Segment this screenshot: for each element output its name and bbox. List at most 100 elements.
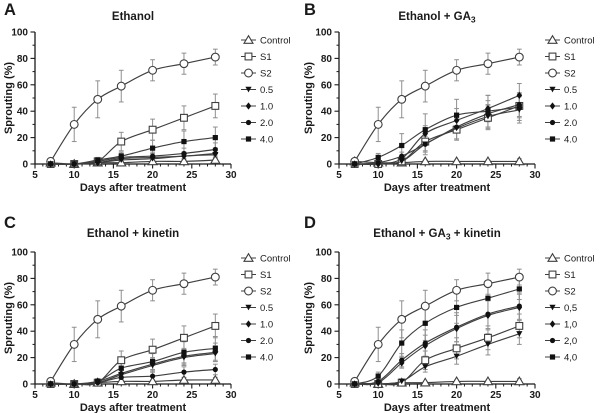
circle-open-marker-icon xyxy=(116,81,126,91)
panel-title: Ethanol + GA3 xyxy=(398,11,476,25)
square-open-marker-icon xyxy=(421,356,430,365)
square-open-marker-icon xyxy=(484,333,492,342)
y-tick-label: 80 xyxy=(321,54,333,65)
legend-label: Control xyxy=(260,253,291,264)
legend-item-Control: Control xyxy=(545,252,595,264)
triangle-open-marker-icon xyxy=(513,155,525,166)
square-open-marker-icon xyxy=(548,52,557,61)
legend-label: 0,5 xyxy=(564,303,577,314)
legend-label: S2 xyxy=(260,286,272,297)
legend-item-Control: Control xyxy=(241,252,291,264)
square-filled-marker-icon xyxy=(181,138,187,145)
series-S2 xyxy=(46,52,220,166)
x-tick-label: 5 xyxy=(336,390,342,401)
diamond-filled-marker-icon xyxy=(549,320,556,328)
x-tick-label: 5 xyxy=(32,170,38,181)
legend-item-1.0: 1.0 xyxy=(241,101,273,112)
circle-open-marker-icon xyxy=(452,65,462,75)
triangle-open-marker-icon xyxy=(178,374,190,384)
circle-filled-marker-icon xyxy=(422,340,428,346)
y-tick-label: 20 xyxy=(17,353,29,364)
circle-open-marker-icon xyxy=(548,286,557,296)
legend-label: 4.0 xyxy=(260,134,273,145)
x-tick-label: 30 xyxy=(225,390,237,401)
square-filled-marker-icon xyxy=(118,153,124,159)
legend-item-S2: S2 xyxy=(241,68,272,79)
triangle-open-marker-icon xyxy=(482,375,494,386)
panel-letter: B xyxy=(304,1,316,19)
triangle-open-marker-icon xyxy=(243,252,254,262)
x-tick-label: 20 xyxy=(147,170,159,181)
legend-label: 1.0 xyxy=(260,319,273,330)
triangle-open-marker-icon xyxy=(209,154,221,164)
legend-label: 2.0 xyxy=(260,336,273,347)
x-tick-label: 20 xyxy=(147,390,159,401)
circle-open-marker-icon xyxy=(93,94,103,104)
circle-open-marker-icon xyxy=(373,119,383,129)
legend: Control S1 S2 0,5 1,0 2,0 4,0 xyxy=(545,252,595,363)
triangle-open-marker-icon xyxy=(243,34,254,44)
x-tick-label: 15 xyxy=(108,390,120,401)
diamond-filled-marker-icon xyxy=(485,104,491,113)
legend-label: S1 xyxy=(564,270,576,281)
legend-label: 1,0 xyxy=(564,319,577,330)
diamond-filled-marker-icon xyxy=(453,116,460,125)
square-filled-marker-icon xyxy=(71,381,77,387)
y-tick-label: 60 xyxy=(321,80,333,91)
y-tick-label: 100 xyxy=(315,248,332,259)
circle-filled-marker-icon xyxy=(150,153,156,159)
square-filled-marker-icon xyxy=(150,358,156,365)
error-bars xyxy=(48,268,218,386)
square-open-marker-icon xyxy=(211,321,220,330)
square-open-marker-icon xyxy=(452,344,461,353)
triangle-open-marker-icon xyxy=(451,155,463,166)
legend-item-4.0: 4.0 xyxy=(545,134,577,145)
square-filled-marker-icon xyxy=(245,354,252,360)
circle-open-marker-icon xyxy=(514,272,524,282)
triangle-down-filled-marker-icon xyxy=(398,378,405,385)
square-filled-marker-icon xyxy=(549,354,556,360)
circle-filled-marker-icon xyxy=(212,146,218,153)
square-filled-marker-icon xyxy=(516,286,522,292)
legend: Control S1 S2 0.5 1.0 2.0 4.0 xyxy=(241,34,291,145)
square-open-marker-icon xyxy=(117,356,126,365)
triangle-down-filled-marker-icon xyxy=(549,304,556,311)
legend-label: S2 xyxy=(260,68,272,79)
circle-open-marker-icon xyxy=(420,301,430,311)
x-axis-label: Days after treatment xyxy=(384,182,491,194)
y-tick-label: 80 xyxy=(321,274,333,285)
triangle-open-marker-icon xyxy=(209,374,221,384)
square-open-marker-icon xyxy=(515,321,524,330)
legend-item-1.0: 1.0 xyxy=(545,101,577,112)
x-axis-label: Days after treatment xyxy=(384,402,491,413)
circle-filled-marker-icon xyxy=(375,378,381,384)
y-tick-label: 100 xyxy=(11,28,28,39)
y-tick-label: 20 xyxy=(321,133,333,144)
circle-open-marker-icon xyxy=(373,339,383,349)
circle-open-marker-icon xyxy=(210,52,220,62)
square-open-marker-icon xyxy=(148,345,157,354)
axes: 0 20 40 60 80 100 5 10 15 20 25 30 xyxy=(315,28,541,182)
y-tick-label: 60 xyxy=(321,300,333,311)
chart-panel-b: B Ethanol + GA3 0 20 40 60 80 100 5 10 15 20 25 30 Spr… xyxy=(303,1,595,194)
triangle-open-marker-icon xyxy=(547,34,558,44)
square-filled-marker-icon xyxy=(485,295,491,301)
square-open-marker-icon xyxy=(117,137,126,146)
legend-item-4.0: 4.0 xyxy=(241,352,273,363)
circle-open-marker-icon xyxy=(210,272,220,282)
legend-item-2.0: 2.0 xyxy=(545,118,577,129)
error-bars xyxy=(352,268,522,386)
circle-open-marker-icon xyxy=(116,301,126,311)
legend-item-S2: S2 xyxy=(545,286,576,297)
panel-title: Ethanol xyxy=(112,11,154,23)
circle-open-marker-icon xyxy=(244,68,253,78)
y-tick-label: 0 xyxy=(22,380,28,391)
legend-item-2.0: 2.0 xyxy=(241,118,273,129)
square-filled-marker-icon xyxy=(485,108,491,114)
legend-item-S1: S1 xyxy=(241,270,272,281)
circle-open-marker-icon xyxy=(244,286,253,296)
y-axis-label: Sprouting (%) xyxy=(3,62,15,134)
legend-label: S2 xyxy=(564,286,576,297)
x-tick-label: 5 xyxy=(32,390,38,401)
legend-label: 0.5 xyxy=(564,85,577,96)
